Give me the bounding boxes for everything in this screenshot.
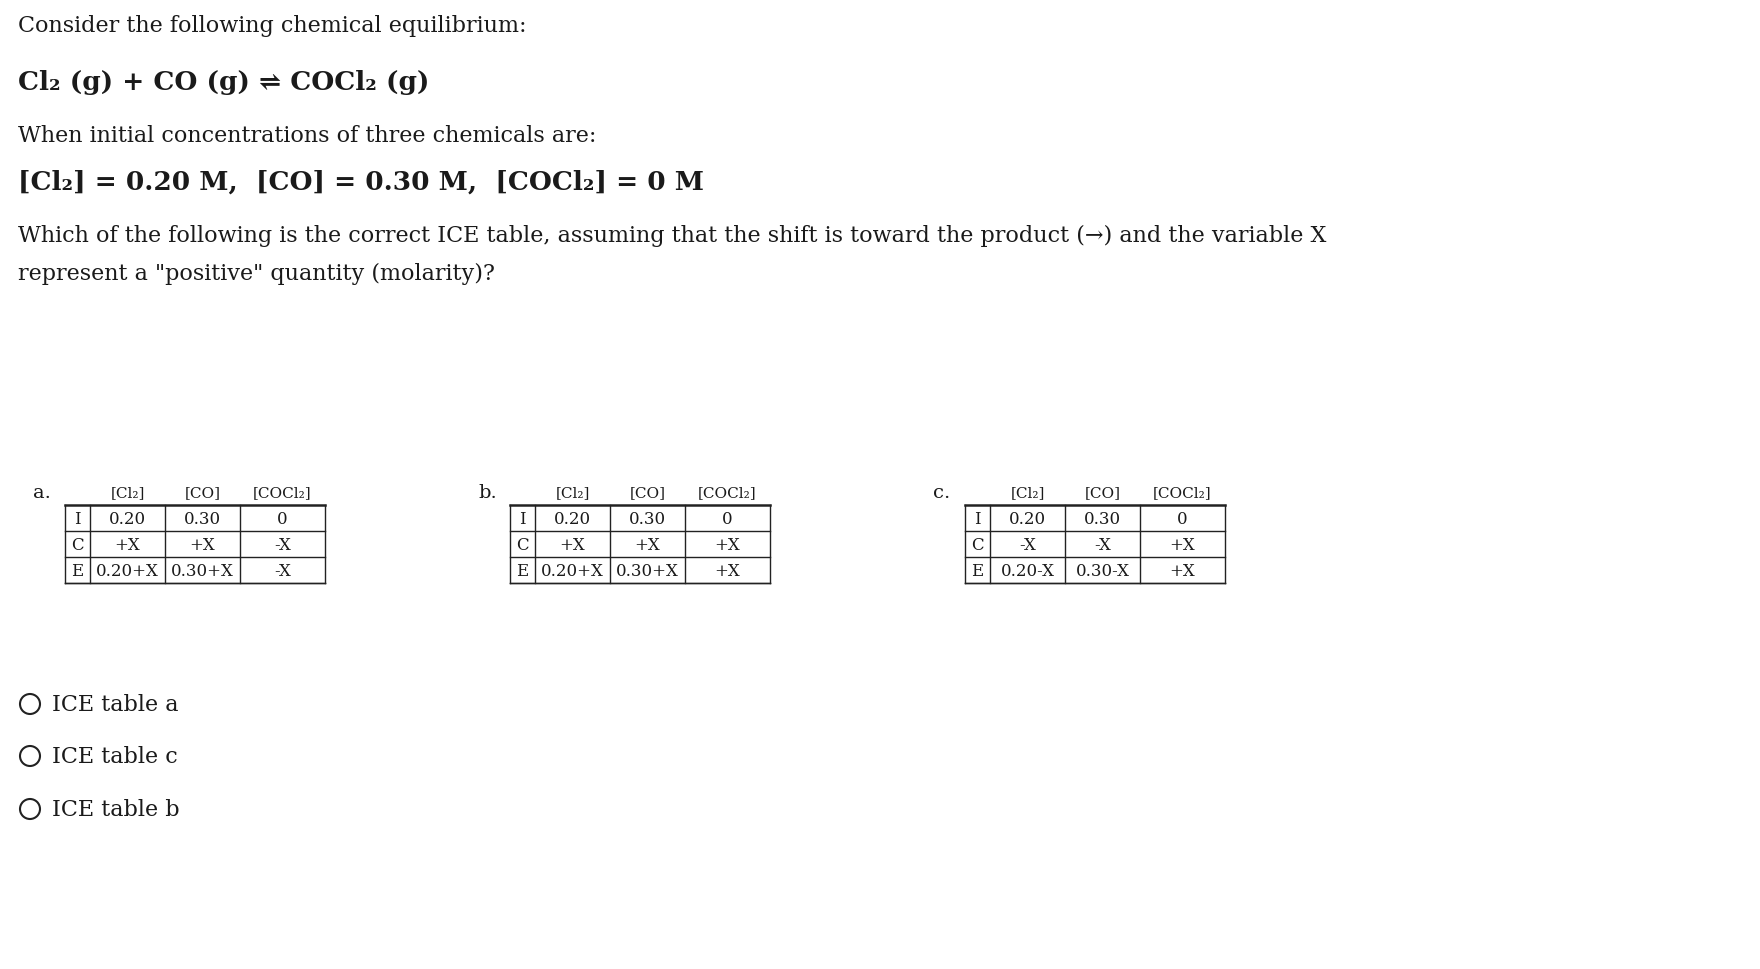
Text: [CO]: [CO] bbox=[185, 485, 220, 499]
Text: 0.20+X: 0.20+X bbox=[97, 562, 158, 578]
Text: 0.30+X: 0.30+X bbox=[171, 562, 234, 578]
Text: +X: +X bbox=[114, 536, 141, 553]
Text: ICE table b: ICE table b bbox=[53, 798, 180, 820]
Text: +X: +X bbox=[190, 536, 215, 553]
Text: 0.20: 0.20 bbox=[109, 510, 146, 527]
Text: [Cl₂] = 0.20 M,  [CO] = 0.30 M,  [COCl₂] = 0 M: [Cl₂] = 0.20 M, [CO] = 0.30 M, [COCl₂] =… bbox=[18, 170, 704, 195]
Text: 0: 0 bbox=[1177, 510, 1188, 527]
Text: E: E bbox=[72, 562, 84, 578]
Text: represent a "positive" quantity (molarity)?: represent a "positive" quantity (molarit… bbox=[18, 263, 495, 285]
Text: C: C bbox=[516, 536, 528, 553]
Text: +X: +X bbox=[715, 536, 741, 553]
Text: -X: -X bbox=[1019, 536, 1037, 553]
Text: [CO]: [CO] bbox=[1084, 485, 1121, 499]
Text: [COCl₂]: [COCl₂] bbox=[1153, 485, 1213, 499]
Text: ICE table a: ICE table a bbox=[53, 693, 178, 715]
Text: -X: -X bbox=[275, 536, 290, 553]
Text: C: C bbox=[70, 536, 84, 553]
Text: [Cl₂]: [Cl₂] bbox=[111, 485, 144, 499]
Text: +X: +X bbox=[1170, 562, 1195, 578]
Text: When initial concentrations of three chemicals are:: When initial concentrations of three che… bbox=[18, 125, 597, 147]
Text: a.: a. bbox=[33, 484, 51, 502]
Text: Cl₂ (g) + CO (g) ⇌ COCl₂ (g): Cl₂ (g) + CO (g) ⇌ COCl₂ (g) bbox=[18, 70, 429, 95]
Text: 0.30: 0.30 bbox=[1084, 510, 1121, 527]
Text: [COCl₂]: [COCl₂] bbox=[699, 485, 757, 499]
Text: E: E bbox=[516, 562, 528, 578]
Text: Which of the following is the correct ICE table, assuming that the shift is towa: Which of the following is the correct IC… bbox=[18, 225, 1327, 247]
Text: +X: +X bbox=[560, 536, 586, 553]
Text: -X: -X bbox=[275, 562, 290, 578]
Text: E: E bbox=[972, 562, 984, 578]
Text: 0.30: 0.30 bbox=[628, 510, 665, 527]
Text: [CO]: [CO] bbox=[630, 485, 665, 499]
Text: 0: 0 bbox=[722, 510, 732, 527]
Text: b.: b. bbox=[479, 484, 496, 502]
Text: I: I bbox=[519, 510, 526, 527]
Text: -X: -X bbox=[1095, 536, 1111, 553]
Text: 0.20: 0.20 bbox=[1008, 510, 1045, 527]
Text: [Cl₂]: [Cl₂] bbox=[1010, 485, 1045, 499]
Text: I: I bbox=[74, 510, 81, 527]
Text: 0.20+X: 0.20+X bbox=[540, 562, 604, 578]
Text: I: I bbox=[975, 510, 980, 527]
Text: 0.30: 0.30 bbox=[185, 510, 222, 527]
Text: [COCl₂]: [COCl₂] bbox=[253, 485, 312, 499]
Text: c.: c. bbox=[933, 484, 950, 502]
Text: 0: 0 bbox=[276, 510, 289, 527]
Text: ICE table c: ICE table c bbox=[53, 745, 178, 767]
Text: +X: +X bbox=[1170, 536, 1195, 553]
Text: Consider the following chemical equilibrium:: Consider the following chemical equilibr… bbox=[18, 15, 526, 37]
Text: 0.30-X: 0.30-X bbox=[1075, 562, 1130, 578]
Text: +X: +X bbox=[635, 536, 660, 553]
Text: 0.20-X: 0.20-X bbox=[1000, 562, 1054, 578]
Text: 0.30+X: 0.30+X bbox=[616, 562, 679, 578]
Text: [Cl₂]: [Cl₂] bbox=[556, 485, 590, 499]
Text: C: C bbox=[972, 536, 984, 553]
Text: 0.20: 0.20 bbox=[554, 510, 591, 527]
Text: +X: +X bbox=[715, 562, 741, 578]
